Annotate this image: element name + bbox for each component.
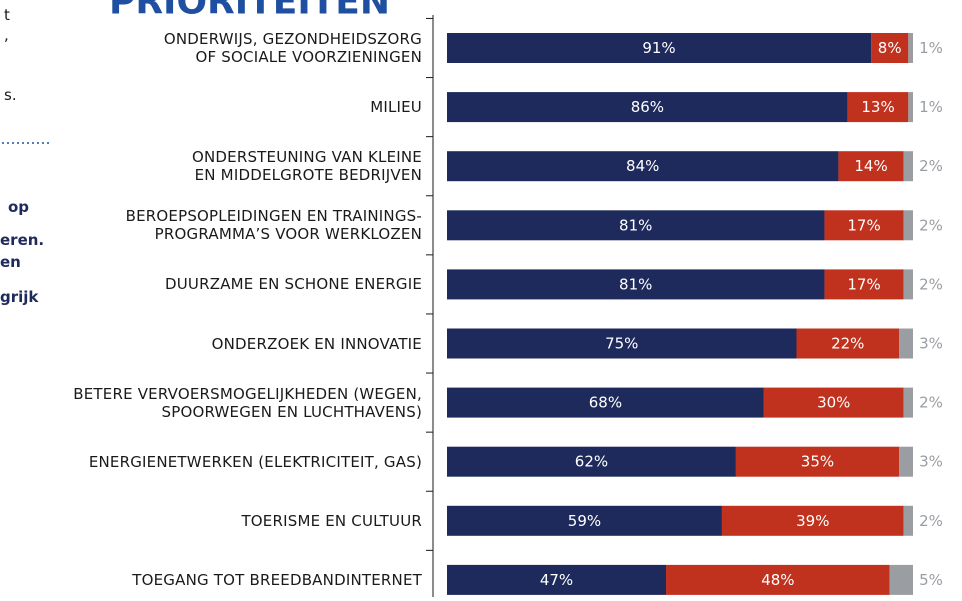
value-label: 47% [540,571,573,589]
side-text: t [4,6,10,24]
bar-segment [903,387,913,418]
bar-segment [447,328,797,359]
value-label: 39% [796,512,829,530]
value-label: 35% [801,453,834,471]
bar-segment [447,505,722,536]
bar-segment [796,328,900,359]
bar-segment [447,564,667,595]
category-label: TOERISME EN CULTUUR [241,511,422,530]
value-label: 86% [631,98,664,116]
side-text: , [4,26,9,44]
bar-segment [447,151,839,182]
value-label: 17% [847,216,880,234]
value-label: 68% [589,394,622,412]
bar-segment [903,505,913,536]
bar-segment [824,269,904,300]
value-label: 8% [878,39,902,57]
value-label: 17% [847,275,880,293]
value-label: 81% [619,275,652,293]
bar-segment [899,328,913,359]
side-text: en [0,253,21,271]
bar-segment [447,210,825,241]
value-label: 91% [642,39,675,57]
value-label: 2% [919,275,943,293]
side-text: s. [4,86,17,104]
value-label: 75% [605,335,638,353]
category-label: ENERGIENETWERKEN (ELEKTRICITEIT, GAS) [88,452,422,471]
bar-segment [447,92,848,123]
value-label: 3% [919,453,943,471]
bar-segment [838,151,904,182]
value-label: 2% [919,394,943,412]
bar-segment [721,505,904,536]
side-text: op [8,198,30,216]
value-label: 48% [761,571,794,589]
bar-segment [908,92,913,123]
bar-segment [824,210,904,241]
bar-segment [447,269,825,300]
side-text: eren. [0,231,45,249]
value-label: 22% [831,335,864,353]
category-label: ONDERSTEUNING VAN KLEINE EN MIDDELGROTE … [191,148,422,185]
bar-segment [666,564,890,595]
category-label: DUURZAME EN SCHONE ENERGIE [165,275,422,294]
value-label: 3% [919,335,943,353]
bar-segment [903,269,913,300]
value-label: 2% [919,216,943,234]
value-label: 2% [919,157,943,175]
bar-segment [889,564,913,595]
category-label: TOEGANG TOT BREEDBANDINTERNET [132,570,422,589]
bar-segment [447,33,872,63]
bar-segment [447,446,736,477]
value-label: 1% [919,98,943,116]
value-label: 1% [919,39,943,57]
value-label: 5% [919,571,943,589]
side-text: grijk [0,288,39,306]
bar-segment [447,387,764,418]
value-label: 30% [817,394,850,412]
value-label: 14% [854,157,887,175]
bar-segment [763,387,904,418]
bar-segment [871,33,909,63]
value-label: 81% [619,216,652,234]
bar-segment [847,92,909,123]
value-label: 13% [861,98,894,116]
category-label: ONDERWIJS, GEZONDHEIDSZORG OF SOCIALE VO… [163,30,422,66]
heading: PRIORITEITEN [109,0,390,23]
category-label: MILIEU [370,98,422,117]
value-label: 62% [575,453,608,471]
bar-segment [908,33,913,63]
bar-segment [903,210,913,241]
bar-segment [735,446,900,477]
value-label: 84% [626,157,659,175]
value-label: 2% [919,512,943,530]
bar-segment [903,151,913,182]
category-label: ONDERZOEK EN INNOVATIE [211,334,422,353]
bar-segment [899,446,913,477]
category-label: BEROEPSOPLEIDINGEN EN TRAININGS- PROGRAM… [125,207,422,244]
category-label: BETERE VERVOERSMOGELIJKHEDEN (WEGEN, SPO… [73,384,422,421]
value-label: 59% [568,512,601,530]
